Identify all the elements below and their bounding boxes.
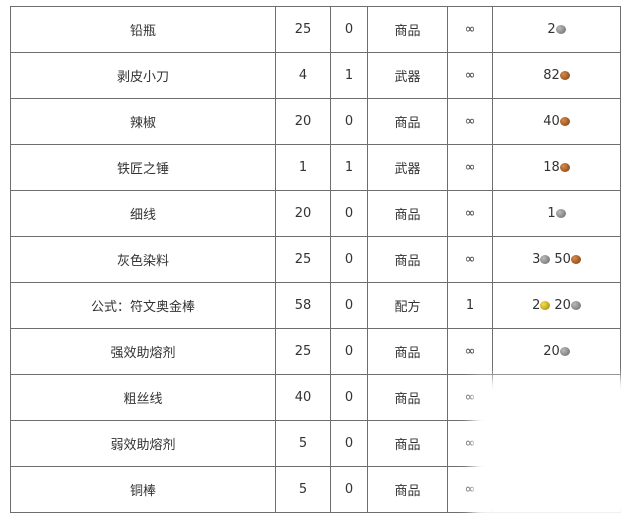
item-type: 武器 [367,52,448,99]
item-count: 0 [330,420,368,467]
item-type: 武器 [367,144,448,191]
watermark-blur [472,378,635,520]
item-name: 粗丝线 [10,374,276,421]
item-stock: ∞ [447,190,493,237]
item-name: 铁匠之锤 [10,144,276,191]
vendor-items-table: 铅瓶 25 0 商品 ∞ 2 剥皮小刀 4 1 武器 ∞ 82 辣椒 20 0 商品 ∞ 40 铁匠之锤 1 1 武器 ∞ 1… [10,6,621,513]
item-price: 40 [492,98,621,145]
table-row: 灰色染料 25 0 商品 ∞ 3 50 [10,236,621,283]
item-type: 商品 [367,6,448,53]
table-row: 细线 20 0 商品 ∞ 1 [10,190,621,237]
item-name: 剥皮小刀 [10,52,276,99]
price-amount: 20 [543,344,560,359]
item-count: 0 [330,374,368,421]
price-amount: 40 [543,114,560,129]
item-stock: ∞ [447,236,493,283]
item-count: 0 [330,236,368,283]
silver-coin-icon [540,255,551,264]
item-count: 0 [330,466,368,513]
item-stock: ∞ [447,98,493,145]
item-count: 0 [330,282,368,329]
item-price: 20 [492,328,621,375]
silver-coin-icon [559,347,570,356]
item-stock: ∞ [447,144,493,191]
item-count: 0 [330,6,368,53]
silver-coin-icon [555,209,566,218]
price-amount: 2 [532,298,541,313]
item-name: 强效助熔剂 [10,328,276,375]
item-price: 82 [492,52,621,99]
price-amount: 3 [532,252,541,267]
copper-coin-icon [559,71,570,80]
gold-coin-icon [540,301,551,310]
item-price: 2 [492,6,621,53]
item-name: 灰色染料 [10,236,276,283]
item-price: 18 [492,144,621,191]
item-type: 商品 [367,420,448,467]
table-row: 剥皮小刀 4 1 武器 ∞ 82 [10,52,621,99]
item-count: 0 [330,328,368,375]
item-name: 弱效助熔剂 [10,420,276,467]
item-level: 58 [275,282,331,329]
item-price: 1 [492,190,621,237]
item-level: 5 [275,466,331,513]
item-level: 40 [275,374,331,421]
silver-coin-icon [555,25,566,34]
item-stock: 1 [447,282,493,329]
item-count: 0 [330,98,368,145]
item-name: 辣椒 [10,98,276,145]
silver-coin-icon [570,301,581,310]
price-amount: 82 [543,68,560,83]
table-row: 铁匠之锤 1 1 武器 ∞ 18 [10,144,621,191]
item-stock: ∞ [447,6,493,53]
item-stock: ∞ [447,52,493,99]
price-amount: 1 [547,206,556,221]
item-stock: ∞ [447,328,493,375]
item-type: 配方 [367,282,448,329]
item-level: 1 [275,144,331,191]
item-level: 5 [275,420,331,467]
item-price: 2 20 [492,282,621,329]
table-row: 公式：符文奥金棒 58 0 配方 1 2 20 [10,282,621,329]
table-row: 铅瓶 25 0 商品 ∞ 2 [10,6,621,53]
item-type: 商品 [367,190,448,237]
copper-coin-icon [570,255,581,264]
item-count: 1 [330,144,368,191]
item-type: 商品 [367,98,448,145]
item-count: 1 [330,52,368,99]
item-type: 商品 [367,374,448,421]
item-level: 4 [275,52,331,99]
price-amount: 50 [554,252,571,267]
item-count: 0 [330,190,368,237]
table-row: 强效助熔剂 25 0 商品 ∞ 20 [10,328,621,375]
item-name: 铜棒 [10,466,276,513]
price-amount: 18 [543,160,560,175]
item-level: 20 [275,98,331,145]
item-name: 细线 [10,190,276,237]
item-level: 25 [275,328,331,375]
item-level: 25 [275,6,331,53]
copper-coin-icon [559,163,570,172]
item-type: 商品 [367,236,448,283]
item-level: 25 [275,236,331,283]
item-type: 商品 [367,328,448,375]
price-amount: 20 [554,298,571,313]
item-name: 公式：符文奥金棒 [10,282,276,329]
item-level: 20 [275,190,331,237]
table-row: 辣椒 20 0 商品 ∞ 40 [10,98,621,145]
item-price: 3 50 [492,236,621,283]
item-name: 铅瓶 [10,6,276,53]
price-amount: 2 [547,22,556,37]
item-type: 商品 [367,466,448,513]
copper-coin-icon [559,117,570,126]
